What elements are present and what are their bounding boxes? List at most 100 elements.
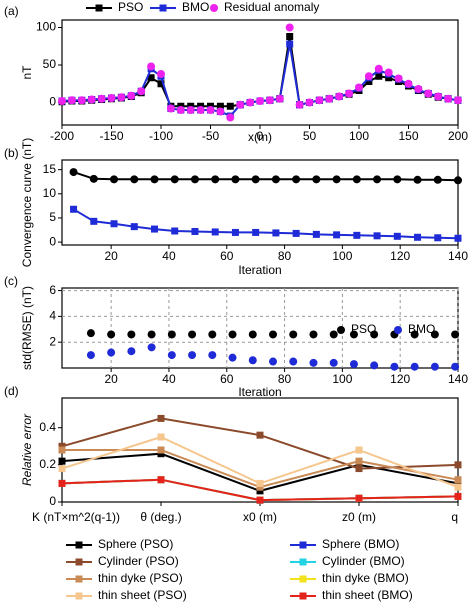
y-axis-label: Convergence curve (nT) (20, 138, 34, 267)
data-point (393, 232, 401, 240)
data-point (269, 330, 278, 339)
x-tick-label: 200 (448, 129, 468, 143)
data-point (137, 87, 146, 96)
data-point (365, 78, 373, 85)
y-axis-label: Relative error (20, 413, 34, 486)
x-tick-label: 100 (332, 372, 352, 386)
y-tick-label: 15 (43, 162, 57, 176)
data-point (345, 89, 354, 98)
y-axis-label: nT (20, 65, 34, 80)
data-point (86, 351, 95, 360)
legend-label: Cylinder (PSO) (98, 554, 179, 568)
legend-marker (75, 558, 83, 566)
panel-label: (d) (4, 384, 19, 398)
panel-label: (b) (4, 146, 19, 160)
x-tick-label: 50 (303, 129, 317, 143)
series (86, 343, 460, 371)
legend-marker (95, 4, 103, 12)
data-point (127, 330, 136, 339)
data-point (384, 68, 393, 77)
legend-marker (299, 541, 307, 549)
data-point (58, 446, 66, 454)
series-line (61, 417, 459, 470)
x-tick-label: x0 (m) (243, 510, 277, 524)
data-point (325, 94, 334, 103)
data-point (292, 229, 300, 237)
data-point (454, 492, 462, 500)
x-tick-label: 80 (278, 372, 292, 386)
x-tick-label: θ (deg.) (140, 510, 181, 524)
data-point (374, 64, 383, 73)
data-point (312, 175, 321, 184)
data-point (404, 79, 413, 88)
x-tick-label: 20 (104, 249, 118, 263)
data-point (117, 93, 126, 102)
x-tick-label: 140 (448, 249, 468, 263)
panel-label: (a) (4, 4, 19, 18)
legend-label: Sphere (PSO) (98, 537, 173, 551)
data-point (97, 94, 106, 103)
data-point (333, 231, 341, 239)
data-point (70, 205, 78, 213)
data-point (329, 358, 338, 367)
data-point (231, 175, 240, 184)
data-point (454, 176, 462, 185)
data-point (228, 330, 237, 339)
data-point (286, 40, 294, 48)
x-tick-label: 0 (257, 129, 264, 143)
data-point (69, 168, 78, 177)
data-point (211, 175, 220, 184)
data-point (87, 95, 96, 104)
data-point (454, 234, 462, 242)
x-axis-label: Iteration (238, 263, 281, 277)
data-point (228, 353, 237, 362)
data-point (58, 465, 66, 473)
x-tick-label: z0 (m) (342, 510, 376, 524)
data-point (355, 465, 363, 473)
series (70, 205, 462, 242)
data-point (171, 227, 179, 235)
x-tick-label: 60 (220, 249, 234, 263)
data-point (454, 461, 462, 469)
data-point (349, 330, 358, 339)
data-point (157, 446, 165, 454)
y-tick-label: 100 (36, 20, 56, 34)
x-tick-label: 120 (390, 249, 410, 263)
data-point (305, 98, 314, 107)
data-point (285, 23, 294, 32)
legend-label: Residual anomaly (224, 0, 319, 14)
data-point (188, 330, 197, 339)
data-point (332, 175, 341, 184)
data-point (265, 96, 274, 105)
y-axis-label: std(RMSE) (nT) (20, 286, 34, 370)
data-point (130, 175, 139, 184)
x-tick-label: 60 (220, 372, 234, 386)
series (58, 433, 462, 491)
y-tick-label: 6 (49, 283, 56, 297)
data-point (256, 487, 264, 495)
legend-label: thin sheet (PSO) (98, 588, 187, 602)
data-point (289, 330, 298, 339)
data-point (385, 74, 393, 82)
x-axis-label: x(m) (248, 130, 272, 144)
data-point (375, 72, 383, 80)
data-point (157, 450, 165, 458)
data-point (433, 175, 442, 184)
data-point (312, 230, 320, 238)
data-point (355, 461, 363, 469)
data-point (410, 362, 419, 371)
data-point (130, 223, 138, 231)
data-point (454, 479, 462, 487)
data-point (107, 94, 116, 102)
data-point (86, 329, 95, 338)
data-point (272, 229, 280, 237)
data-point (176, 106, 185, 114)
legend-label: thin dyke (BMO) (322, 571, 409, 585)
x-tick-label: 20 (104, 372, 118, 386)
data-point (157, 70, 165, 78)
data-point (355, 83, 363, 92)
data-point (167, 351, 176, 360)
data-point (127, 91, 136, 100)
data-point (191, 227, 199, 235)
data-point (251, 175, 260, 184)
